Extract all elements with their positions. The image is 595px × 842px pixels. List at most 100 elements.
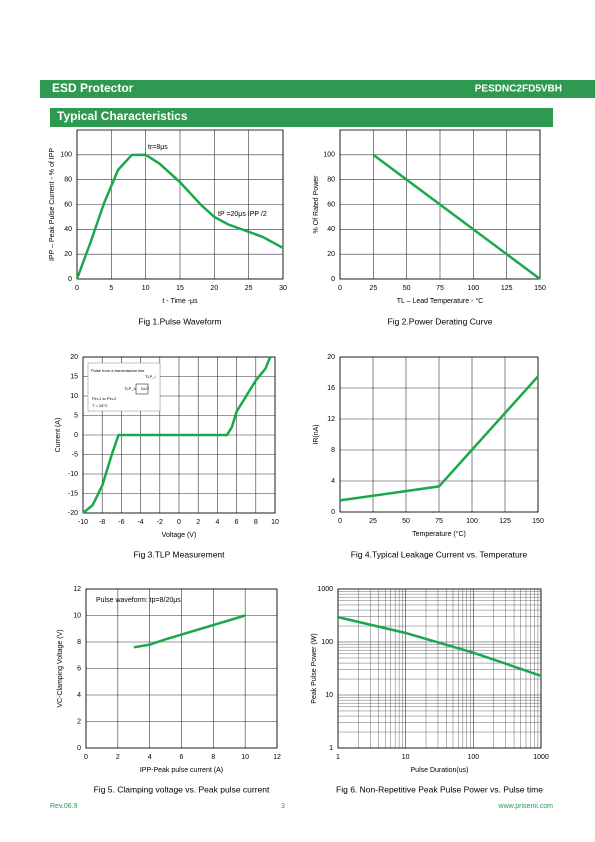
y-axis-label: % Of Rated Power [313,175,320,234]
y-tick-label: 20 [327,251,335,258]
y-tick-label: 15 [70,373,78,380]
y-tick-label: 6 [77,665,81,672]
x-tick-label: 30 [279,285,287,292]
annotation: Pulse waveform: tp=8/20μs [96,597,181,604]
y-axis-label: IR(nA) [313,424,320,444]
y-tick-label: 20 [327,354,335,361]
x-tick-label: 0 [177,519,181,526]
y-axis-label: VC-Clamping Voltage (V) [57,629,64,707]
x-tick-label: 25 [245,285,253,292]
x-tick-label: 75 [435,518,443,525]
y-tick-label: 80 [64,177,72,184]
y-tick-label: -20 [68,510,78,517]
y-tick-label: 16 [327,385,335,392]
x-tick-label: 75 [436,285,444,292]
x-tick-label: 10 [402,754,410,761]
plot-frame [76,129,284,280]
y-tick-label: 60 [64,201,72,208]
y-axis-label: Current (A) [55,418,62,453]
x-tick-label: 150 [532,518,544,525]
y-tick-label: 0 [77,745,81,752]
annotation: tP =20μs IPP /2 [218,211,267,218]
annotation: T = 25°C [92,403,108,408]
x-tick-label: 20 [210,285,218,292]
y-tick-label: 8 [77,639,81,646]
y-tick-label: 12 [327,416,335,423]
x-axis-label: Pulse Duration(us) [411,767,469,774]
x-tick-label: 15 [176,285,184,292]
x-axis-label: TL – Lead Temperature - °C [397,297,483,305]
x-tick-label: 0 [338,518,342,525]
data-line [372,153,541,281]
data-line [75,153,284,280]
data-line [337,615,542,678]
plot-frame [337,588,542,749]
x-tick-label: 50 [403,285,411,292]
x-tick-label: 6 [180,754,184,761]
section-bar [50,108,553,127]
caption: Fig 5. Clamping voltage vs. Peak pulse c… [94,784,270,794]
plot-frame [85,588,278,749]
y-tick-label: 100 [60,152,72,159]
data-line [133,614,246,649]
annotation: TLP_V [124,386,137,391]
y-tick-label: 40 [327,226,335,233]
header-title: ESD Protector [52,81,134,95]
x-tick-label: 125 [501,285,513,292]
x-tick-label: -2 [157,519,163,526]
part-number: PESDNC2FD5VBH [475,84,562,95]
y-tick-label: 1 [329,745,333,752]
section-title: Typical Characteristics [57,109,188,123]
x-tick-label: -4 [137,519,143,526]
y-tick-label: 60 [327,201,335,208]
annotation: Pin-1 to Pin-2 [92,396,117,401]
page-number: 3 [281,803,285,810]
x-tick-label: 8 [211,754,215,761]
x-tick-label: 8 [254,519,258,526]
x-tick-label: 1000 [533,754,549,761]
caption: Fig 6. Non-Repetitive Peak Pulse Power v… [336,784,543,794]
x-tick-label: 50 [402,518,410,525]
y-tick-label: 20 [64,251,72,258]
x-tick-label: -8 [99,519,105,526]
x-tick-label: -10 [78,519,88,526]
y-tick-label: 4 [331,478,335,485]
y-tick-label: 1000 [317,586,333,593]
y-tick-label: 10 [325,692,333,699]
y-axis-label: IPP – Peak Pulse Current - % of IPP [49,148,56,261]
y-tick-label: 4 [77,692,81,699]
x-tick-label: 5 [109,285,113,292]
y-tick-label: 0 [331,276,335,283]
x-tick-label: 10 [271,519,279,526]
annotation: Pulse from a transmission line [91,368,145,373]
y-tick-label: 12 [73,586,81,593]
x-tick-label: 100 [467,754,479,761]
y-tick-label: 0 [68,276,72,283]
y-axis-label: Peak Pulse Power (W) [311,633,318,703]
x-tick-label: 4 [148,754,152,761]
y-tick-label: 8 [331,447,335,454]
y-tick-label: 80 [327,177,335,184]
y-tick-label: 2 [77,718,81,725]
x-tick-label: 0 [75,285,79,292]
x-axis-label: IPP-Peak pulse current (A) [140,767,223,774]
y-tick-label: -10 [68,471,78,478]
x-tick-label: 25 [369,285,377,292]
y-tick-label: 100 [321,639,333,646]
y-tick-label: -15 [68,490,78,497]
x-tick-label: 150 [534,285,546,292]
revision: Rev.06.9 [50,803,78,810]
y-tick-label: -5 [72,451,78,458]
x-tick-label: 2 [196,519,200,526]
y-tick-label: 5 [74,412,78,419]
x-axis-label: t - Time -μs [162,298,198,305]
annotation: DUT [141,386,150,391]
y-tick-label: 100 [323,152,335,159]
x-tick-label: 6 [235,519,239,526]
y-tick-label: 10 [70,393,78,400]
caption: Fig 3.TLP Measurement [133,549,225,559]
x-tick-label: 2 [116,754,120,761]
x-tick-label: -6 [118,519,124,526]
x-tick-label: 1 [336,754,340,761]
x-axis-label: Temperature (°C) [412,530,466,538]
